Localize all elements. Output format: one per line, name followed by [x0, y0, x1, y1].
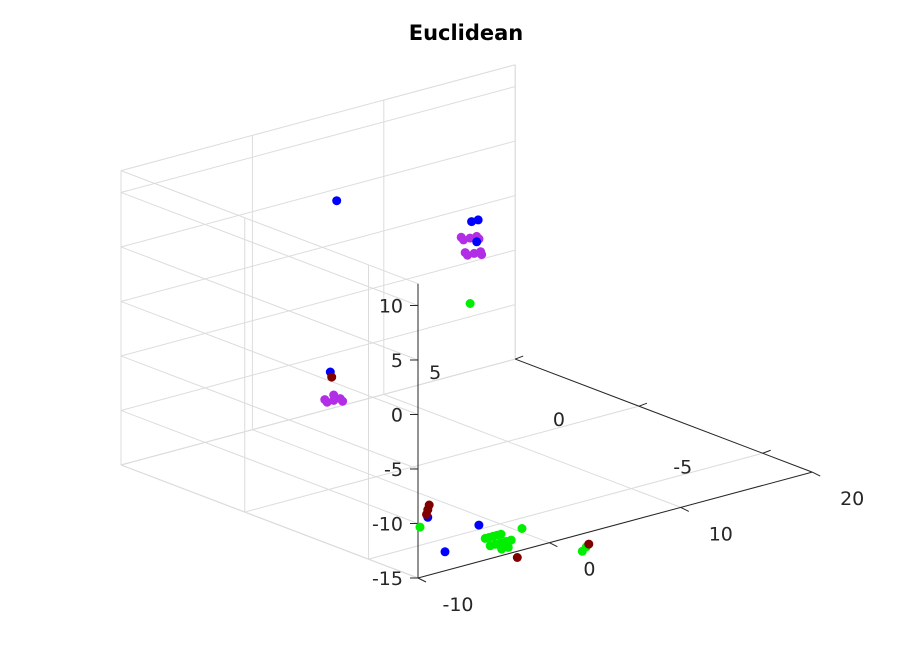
y-tick-mark — [638, 402, 648, 407]
z-tick-label: -15 — [372, 568, 403, 590]
x-tick-mark — [680, 506, 690, 512]
data-point — [327, 372, 337, 382]
data-point — [460, 248, 470, 258]
data-point — [517, 524, 527, 533]
z-tick-label: 10 — [379, 296, 403, 318]
data-point — [465, 299, 475, 308]
grid-line — [120, 64, 516, 172]
grid-line — [244, 405, 640, 513]
data-point — [329, 390, 339, 400]
data-point — [440, 547, 450, 557]
data-point — [584, 539, 594, 549]
data-point — [496, 529, 506, 539]
z-tick-label: -10 — [372, 514, 403, 536]
grid-line — [120, 140, 516, 248]
grid-line — [120, 195, 516, 302]
data-point — [477, 250, 487, 260]
grid-line — [368, 452, 763, 560]
grid-line — [120, 170, 419, 285]
x-tick-label: -10 — [442, 594, 473, 616]
y-tick-label: 0 — [553, 409, 565, 431]
y-tick-mark — [762, 449, 771, 454]
data-point — [512, 553, 522, 562]
x-tick-label: 0 — [583, 559, 595, 581]
y-tick-label: 5 — [429, 362, 441, 384]
grid-line — [383, 393, 681, 508]
data-point — [506, 535, 516, 545]
data-point — [577, 546, 587, 556]
x-tick-mark — [811, 471, 821, 477]
tick-labels: -10 0 10 20 -5 0 5 -15 -10 -5 0 5 10 — [372, 296, 864, 617]
z-tick-label: 0 — [391, 405, 403, 427]
grid-line — [120, 358, 516, 466]
data-point — [474, 520, 484, 530]
chart-title: Euclidean — [409, 21, 524, 45]
y-tick-mark — [515, 355, 524, 360]
data-point — [332, 196, 342, 206]
grid-line — [120, 249, 516, 357]
data-point — [415, 522, 425, 532]
data-point — [472, 237, 482, 247]
x-tick-mark — [549, 542, 558, 548]
x-axis-line — [417, 471, 813, 579]
x-tick-label: 10 — [709, 523, 733, 545]
z-tick-label: 5 — [391, 350, 403, 372]
data-point — [422, 509, 431, 519]
grid — [120, 64, 813, 579]
grid-line — [120, 246, 419, 361]
data-point — [503, 542, 513, 552]
y-tick-label: -5 — [673, 456, 692, 478]
data-point — [473, 215, 483, 225]
axes — [410, 283, 821, 583]
grid-line — [120, 86, 516, 193]
x-tick-label: 20 — [840, 488, 864, 510]
z-tick-label: -5 — [384, 459, 403, 481]
grid-line — [120, 464, 419, 579]
grid-line — [120, 191, 419, 306]
data-point — [320, 395, 330, 405]
grid-line — [120, 355, 419, 470]
data-point — [338, 396, 348, 406]
data-points — [320, 196, 594, 562]
grid-line — [120, 409, 419, 524]
grid-line — [120, 300, 419, 415]
data-point — [456, 232, 466, 242]
grid-line — [120, 304, 516, 411]
x-tick-mark — [417, 577, 427, 583]
